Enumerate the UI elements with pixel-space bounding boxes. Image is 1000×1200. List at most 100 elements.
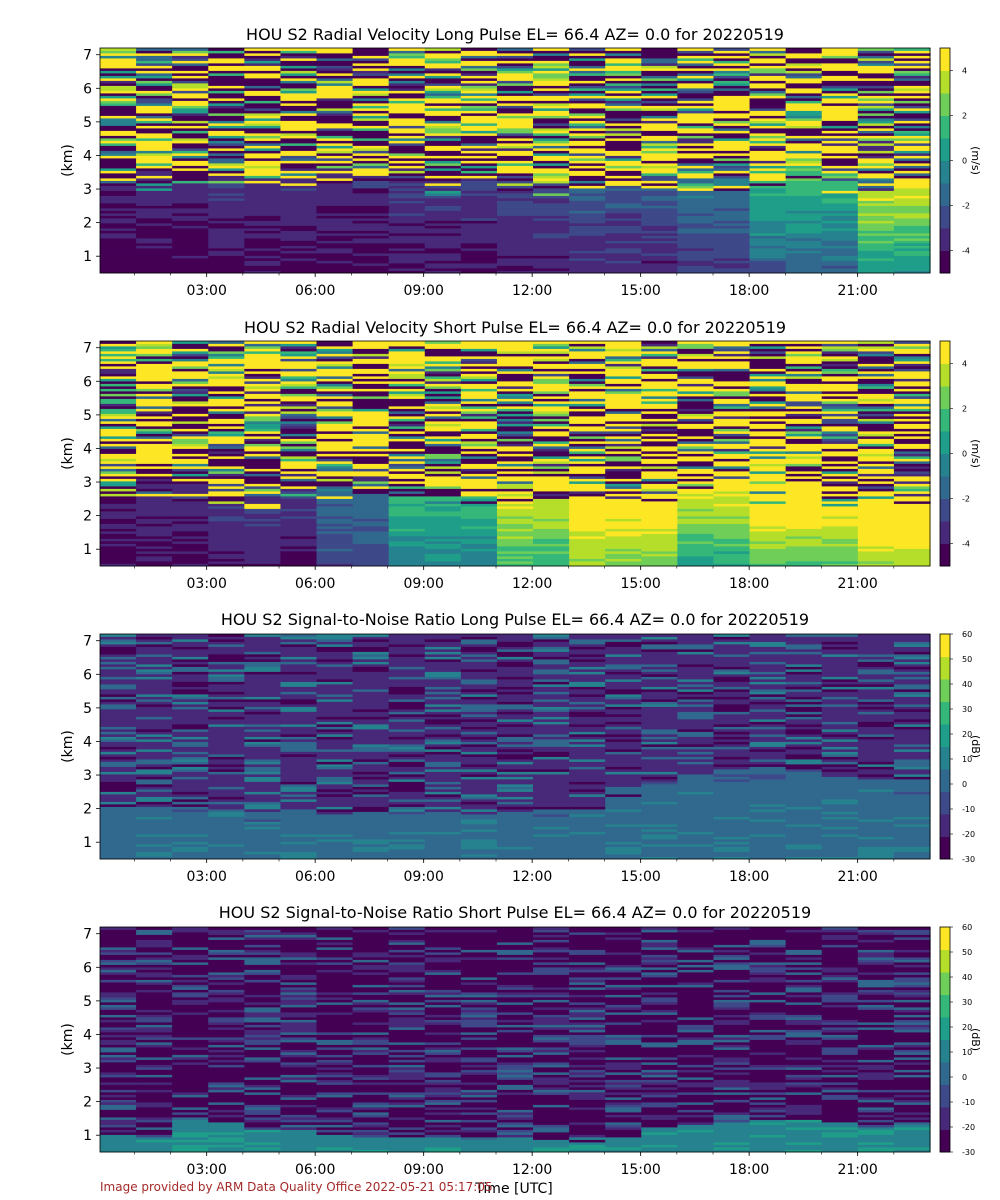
heatmap-cell [100,476,137,479]
heatmap-cell [352,235,390,239]
heatmap-cell [749,498,787,502]
heatmap-cell [713,248,751,251]
heatmap-cell [280,135,318,139]
heatmap-cell [100,776,137,780]
heatmap-cell [316,366,354,369]
heatmap-cell [749,448,787,452]
heatmap-cell [280,133,318,136]
heatmap-cell [677,383,715,387]
heatmap-cell [244,378,282,382]
heatmap-cell [641,451,678,454]
heatmap-cell [713,213,751,216]
heatmap-cell [136,78,173,81]
heatmap-cell [352,150,390,154]
heatmap-cell [280,809,318,812]
heatmap-cell [821,416,859,419]
heatmap-cell [749,115,787,119]
heatmap-cell [533,190,570,194]
heatmap-cell [352,699,390,702]
heatmap-cell [388,498,426,502]
heatmap-cell [244,225,282,229]
heatmap-cell [280,158,318,161]
heatmap-cell [244,388,282,392]
heatmap-cell [388,175,426,179]
heatmap-cell [100,506,137,509]
heatmap-cell [569,58,606,61]
heatmap-cell [641,556,678,559]
heatmap-cell [857,531,895,534]
heatmap-cell [569,401,606,404]
heatmap-cell [857,170,895,174]
heatmap-cell [424,68,462,71]
heatmap-cell [136,105,173,109]
heatmap-cell [785,421,823,424]
heatmap-cell [424,228,462,231]
heatmap-cell [352,526,390,529]
heatmap-cell [316,521,354,524]
heatmap-cell [785,163,823,166]
heatmap-cell [280,368,318,372]
heatmap-cell [208,100,245,104]
heatmap-cell [388,65,426,69]
heatmap-cell [641,85,678,89]
heatmap-cell [533,220,570,224]
heatmap-cell [352,233,390,236]
heatmap-cell [280,341,318,344]
heatmap-cell [352,856,390,860]
heatmap-cell [208,796,245,800]
heatmap-cell [172,516,209,519]
heatmap-cell [316,70,354,74]
heatmap-cell [857,463,895,467]
heatmap-cell [316,183,354,186]
heatmap-cell [893,508,931,512]
heatmap-cell [388,155,426,159]
heatmap-cell [208,456,245,459]
heatmap-cell [172,473,209,477]
heatmap-cell [316,851,354,855]
heatmap-cell [533,170,570,174]
heatmap-cell [388,388,426,392]
heatmap-cell [244,646,282,650]
heatmap-cell [352,551,390,554]
heatmap-cell [424,413,462,417]
heatmap-cell [533,423,570,427]
heatmap-cell [569,476,606,479]
heatmap-cell [280,523,318,527]
heatmap-cell [352,701,390,705]
heatmap-cell [533,351,570,354]
heatmap-cell [605,198,642,201]
heatmap-cell [352,243,390,246]
heatmap-cell [641,501,678,504]
heatmap-cell [136,646,173,650]
heatmap-cell [136,491,173,494]
heatmap-cell [569,551,606,554]
heatmap-cell [460,53,498,56]
heatmap-cell [496,436,534,439]
heatmap-cell [244,431,282,434]
heatmap-cell [172,138,209,141]
heatmap-cell [785,448,823,452]
heatmap-cell [749,491,787,494]
heatmap-cell [424,488,462,492]
heatmap-cell [460,468,498,472]
heatmap-cell [280,684,318,687]
heatmap-cell [641,63,678,66]
heatmap-cell [244,794,282,797]
heatmap-cell [280,50,318,54]
heatmap-cell [857,145,895,149]
heatmap-cell [857,426,895,429]
heatmap-cell [280,676,318,680]
heatmap-cell [641,160,678,164]
heatmap-cell [172,240,209,244]
heatmap-cell [136,190,173,194]
heatmap-cell [821,78,859,81]
heatmap-cell [857,503,895,507]
heatmap-cell [677,491,715,494]
heatmap-cell [569,543,606,547]
heatmap-cell [208,88,245,91]
heatmap-cell [388,408,426,412]
heatmap-cell [100,538,137,542]
heatmap-cell [280,200,318,204]
heatmap-cell [605,143,642,146]
heatmap-cell [677,48,715,51]
